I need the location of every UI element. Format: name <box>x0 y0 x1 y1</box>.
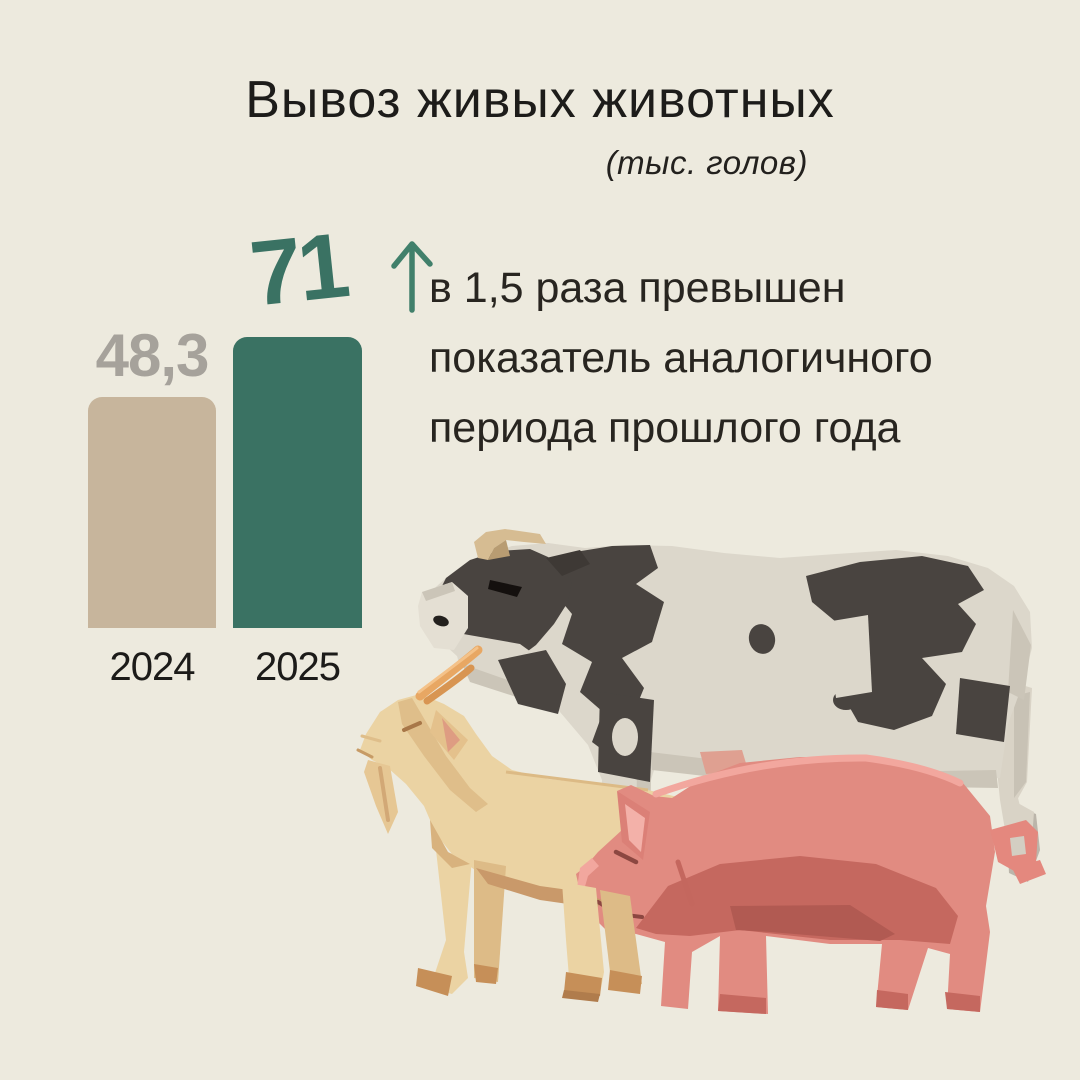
pig-illustration <box>576 754 1046 1014</box>
pig-snout <box>577 858 599 890</box>
category-label-2024: 2024 <box>109 645 196 689</box>
annotation-text: в 1,5 раза превышен показатель аналогичн… <box>429 253 989 463</box>
category-label-2025: 2025 <box>255 645 341 689</box>
arrow-up-icon <box>391 241 433 313</box>
annotation-line-2: показатель аналогичного <box>429 334 933 382</box>
goat-rear-legs <box>562 882 642 1002</box>
annotation-line-3: периода прошлого года <box>429 404 901 452</box>
goat-beard <box>364 760 398 834</box>
annotation-line-1: в 1,5 раза превышен <box>429 264 846 312</box>
goat-eye <box>402 721 422 732</box>
cow-horn <box>474 529 546 560</box>
bar-value-2024: 48,3 <box>95 322 210 389</box>
page-title: Вывоз живых животных <box>245 71 835 129</box>
unit-label: (тыс. голов) <box>605 144 808 181</box>
bar-2024 <box>88 397 216 628</box>
pig-eye <box>613 849 639 865</box>
pig-tail <box>990 820 1046 884</box>
goat-horns <box>415 645 483 705</box>
cow-nostril <box>433 615 449 627</box>
cow-eye <box>488 580 522 597</box>
bar-2025 <box>233 337 362 628</box>
cow-ear <box>546 550 590 576</box>
cow-patches <box>552 545 1010 782</box>
cow-head <box>440 549 572 664</box>
